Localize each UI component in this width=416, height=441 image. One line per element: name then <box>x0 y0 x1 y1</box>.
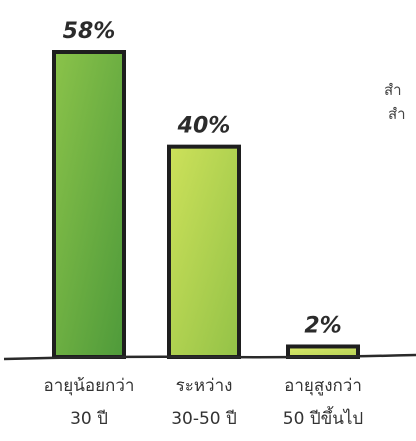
bar-1 <box>167 144 241 359</box>
value-label-1: 40% <box>177 114 231 139</box>
category-label-0-line-1: 30 ปี <box>70 409 108 429</box>
category-labels-group: อายุน้อยกว่า 30 ปี ระหว่าง 30-50 ปี อายุสูงก… <box>44 376 364 429</box>
value-label-2: 2% <box>304 313 341 338</box>
bars-group <box>52 50 360 359</box>
bar-0 <box>52 50 126 359</box>
x-axis-baseline <box>3 353 416 361</box>
category-label-2-line-1: 50 ปีขึ้นไป <box>283 406 363 429</box>
side-note-line-2: สำ <box>388 105 406 123</box>
value-labels-group: 58% 40% 2% <box>63 19 342 338</box>
category-label-0-line-0: อายุน้อยกว่า <box>44 376 135 396</box>
value-label-0: 58% <box>63 19 116 44</box>
category-label-1-line-0: ระหว่าง <box>176 376 233 396</box>
category-label-2-line-0: อายุสูงกว่า <box>284 376 362 396</box>
category-label-1-line-1: 30-50 ปี <box>171 409 237 429</box>
side-note-line-1: สำ <box>384 81 402 99</box>
